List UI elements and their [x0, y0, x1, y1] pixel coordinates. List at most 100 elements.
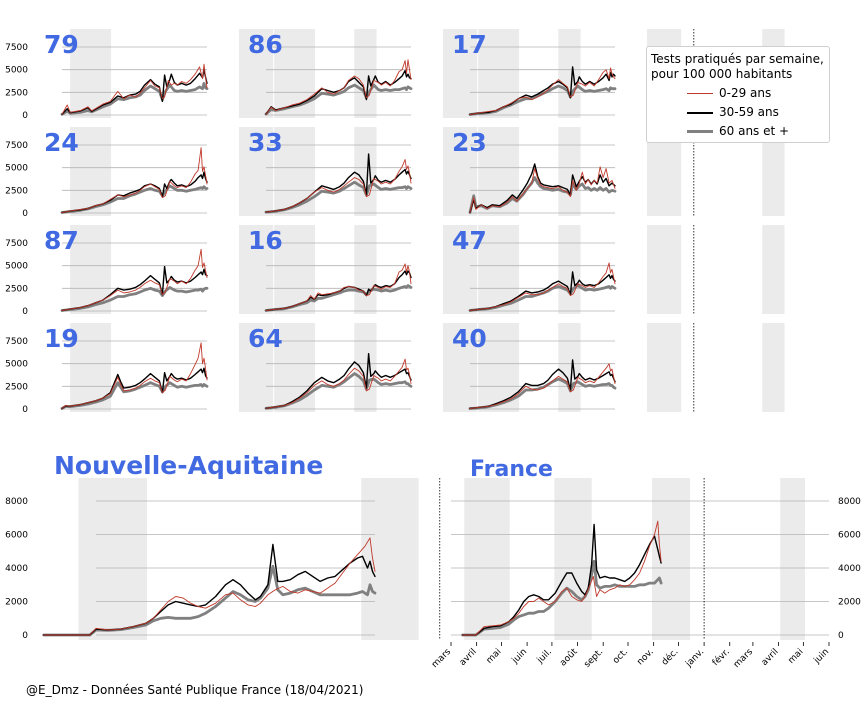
shaded-period — [762, 323, 785, 412]
summary-panel-region: 8000 6000 4000 2000 0 Nouvelle-Aquitaine — [5, 451, 592, 641]
department-panel-24: 7500 5000 2500 0 24 — [5, 127, 377, 219]
shaded-period — [274, 323, 316, 412]
series-line-old — [60, 184, 209, 214]
y-tick-label: 5000 — [5, 66, 28, 76]
department-panel-79: 7500 5000 2500 0 79 — [5, 29, 377, 121]
shaded-period — [762, 127, 785, 216]
series-line-mid — [469, 66, 616, 116]
series-line-young — [43, 537, 376, 636]
y-tick-label: 4000 — [838, 564, 861, 574]
x-tick-label: mai — [787, 647, 806, 666]
department-label: 87 — [44, 226, 79, 255]
x-tick-label: mai — [485, 647, 504, 666]
y-tick-label: 2500 — [5, 186, 28, 196]
series-line-young — [265, 159, 412, 213]
department-panel-64: 64 — [248, 323, 581, 412]
y-tick-label: 8000 — [5, 497, 28, 507]
shaded-period — [554, 478, 592, 640]
x-tick-label: févr. — [710, 646, 732, 668]
legend: Tests pratiqués par semaine, pour 100 00… — [646, 46, 830, 143]
series-line-young — [61, 342, 208, 409]
series-line-old — [42, 564, 377, 637]
series-line-young — [265, 263, 412, 311]
credit-text: @E_Dmz - Données Santé Publique France (… — [26, 683, 364, 697]
shaded-period — [238, 127, 274, 216]
department-label: 16 — [248, 226, 283, 255]
shaded-period — [762, 225, 785, 314]
legend-swatch-old — [687, 130, 713, 133]
shaded-period — [478, 127, 520, 216]
y-tick-label: 7500 — [5, 239, 28, 249]
department-label: 64 — [248, 324, 283, 353]
y-tick-label: 2500 — [5, 382, 28, 392]
series-line-old — [264, 83, 413, 116]
shaded-period — [646, 323, 682, 412]
shaded-period — [478, 323, 520, 412]
department-label: 19 — [44, 324, 79, 353]
shaded-period — [558, 225, 581, 314]
y-tick-label: 2500 — [5, 88, 28, 98]
shaded-period — [354, 127, 377, 216]
series-line-old — [461, 559, 663, 637]
shaded-period — [238, 225, 274, 314]
shaded-period — [70, 127, 112, 216]
series-line-young — [61, 248, 208, 311]
legend-title-line2: pour 100 000 habitants — [651, 67, 793, 81]
y-tick-label: 5000 — [5, 360, 28, 370]
shaded-period — [354, 323, 377, 412]
series-line-old — [60, 286, 209, 312]
department-panel-40: 40 — [452, 323, 785, 412]
series-line-old — [264, 284, 413, 312]
x-tick-label: déc. — [659, 646, 680, 667]
shaded-period — [354, 225, 377, 314]
series-line-old — [468, 84, 617, 116]
shaded-period — [464, 478, 510, 640]
shaded-period — [646, 225, 682, 314]
shaded-period — [354, 29, 377, 118]
x-tick-label: mars — [430, 647, 453, 670]
legend-swatch-mid — [687, 112, 713, 114]
x-tick-label: juin — [812, 647, 831, 666]
series-line-mid — [265, 353, 412, 409]
summary-panel-title: Nouvelle-Aquitaine — [54, 451, 323, 480]
x-tick-label: sept. — [582, 647, 605, 670]
y-tick-label: 2500 — [5, 284, 28, 294]
x-tick-label: mars — [732, 647, 755, 670]
shaded-period — [238, 29, 274, 118]
series-line-mid — [469, 359, 616, 410]
y-tick-label: 5000 — [5, 262, 28, 272]
x-tick-label: juin — [510, 647, 529, 666]
shaded-period — [442, 225, 478, 314]
series-line-young — [469, 166, 616, 213]
y-tick-label: 2000 — [838, 598, 861, 608]
y-tick-label: 0 — [22, 405, 28, 415]
series-line-old — [468, 284, 617, 312]
y-tick-label: 2000 — [5, 598, 28, 608]
y-tick-label: 6000 — [5, 531, 28, 541]
shaded-period — [361, 478, 419, 640]
y-tick-label: 0 — [22, 307, 28, 317]
x-tick-label: janv. — [683, 647, 706, 670]
y-tick-label: 7500 — [5, 337, 28, 347]
summary-panel-title: France — [470, 457, 553, 482]
x-tick-label: avril — [760, 647, 781, 668]
y-tick-label: 6000 — [838, 531, 861, 541]
x-tick-label: oct. — [611, 647, 630, 666]
legend-label-mid: 30-59 ans — [719, 105, 779, 119]
shaded-period — [238, 323, 274, 412]
y-tick-label: 0 — [22, 111, 28, 121]
department-label: 79 — [44, 30, 79, 59]
series-line-young — [61, 63, 208, 115]
series-line-mid — [469, 163, 616, 214]
department-panel-47: 47 — [452, 225, 785, 314]
department-panel-87: 7500 5000 2500 0 87 — [5, 225, 377, 317]
series-line-young — [469, 262, 616, 311]
department-label: 86 — [248, 30, 283, 59]
x-tick-label: nov. — [635, 647, 655, 667]
shaded-period — [558, 127, 581, 216]
y-tick-label: 5000 — [5, 164, 28, 174]
shaded-period — [442, 29, 478, 118]
department-label: 17 — [452, 30, 487, 59]
shaded-period — [78, 478, 148, 640]
